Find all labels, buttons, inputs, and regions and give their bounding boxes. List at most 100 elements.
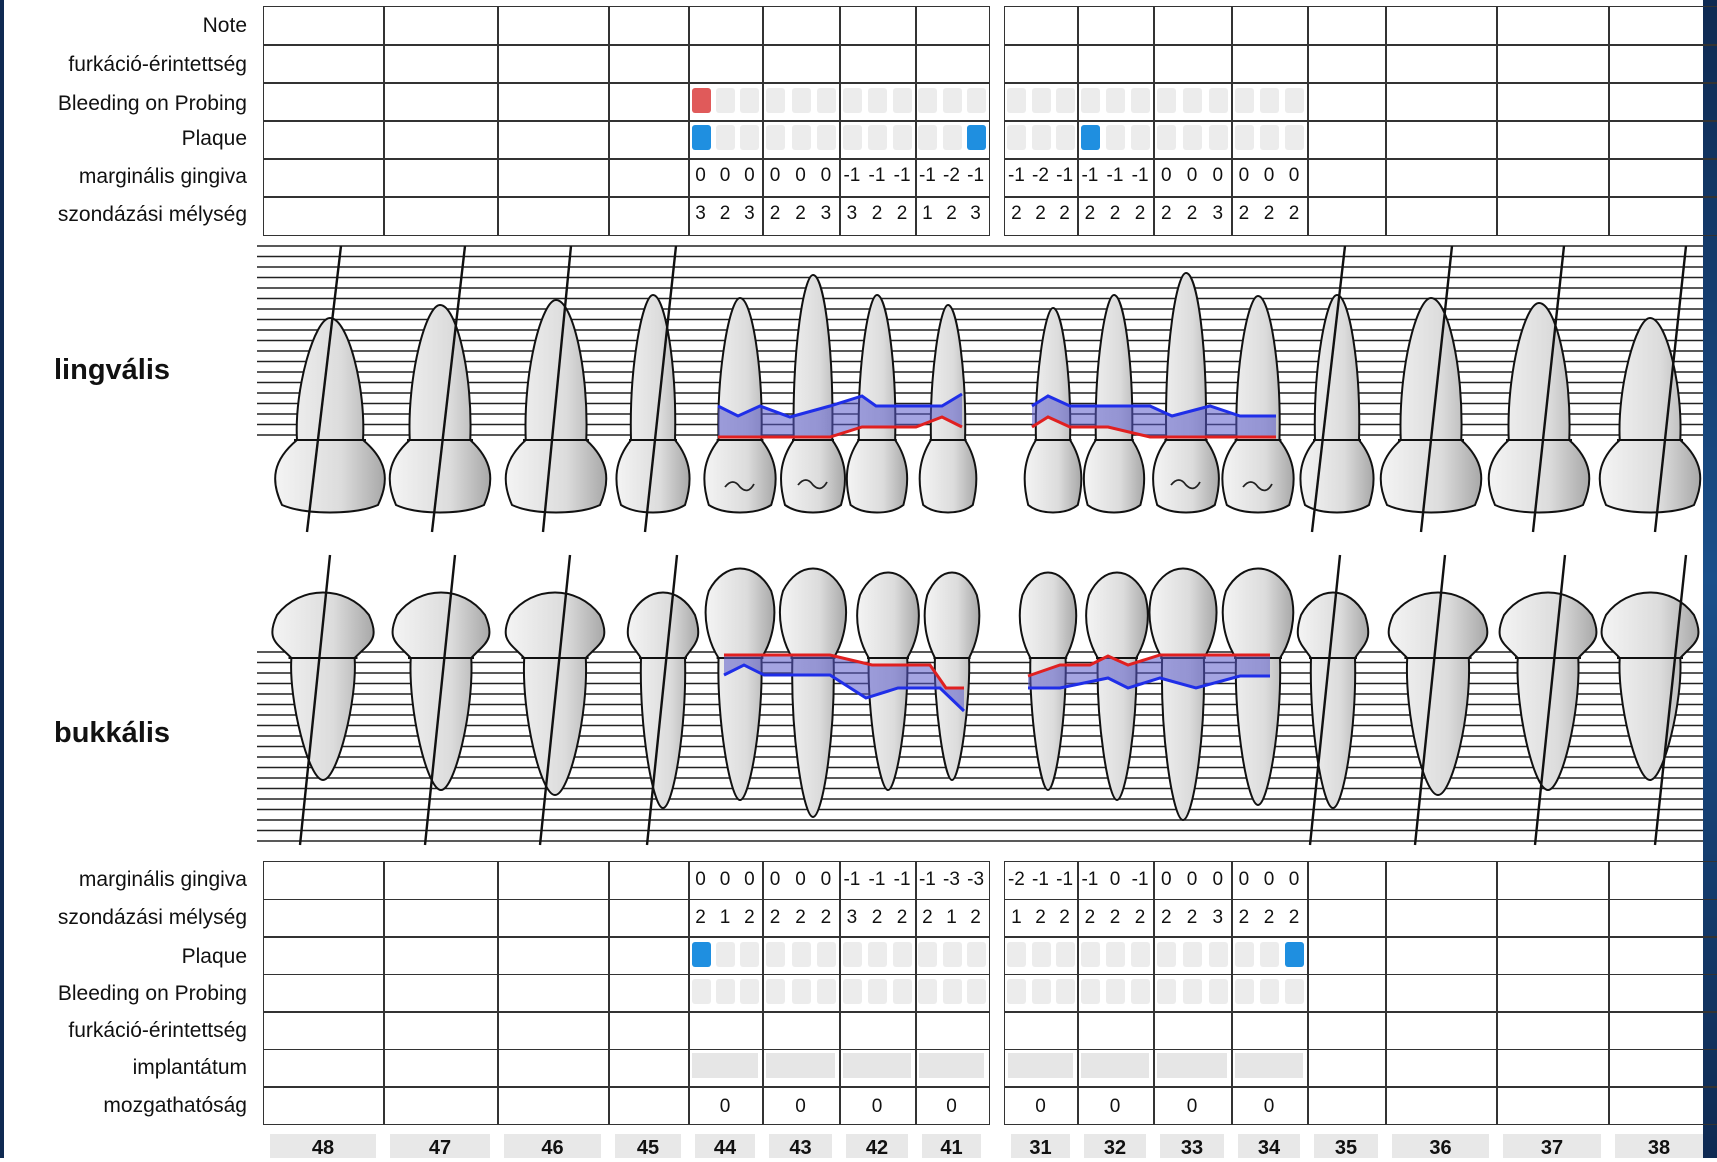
plaque-checkbox[interactable] — [842, 942, 862, 967]
lower-cell[interactable] — [1231, 973, 1309, 1013]
bleeding-checkbox[interactable] — [1080, 88, 1100, 113]
tooth-number[interactable]: 37 — [1503, 1134, 1601, 1159]
upper-cell[interactable] — [1385, 196, 1498, 236]
upper-cell[interactable] — [608, 44, 690, 84]
lower-cell[interactable] — [497, 898, 610, 938]
plaque-checkbox[interactable] — [791, 125, 811, 150]
tooth-number[interactable]: 32 — [1084, 1134, 1146, 1159]
plaque-checkbox[interactable] — [716, 942, 735, 967]
upper-cell[interactable] — [1496, 158, 1610, 198]
lower-cell[interactable] — [383, 936, 499, 975]
lower-cell[interactable] — [1496, 898, 1610, 938]
plaque-checkbox[interactable] — [1260, 942, 1279, 967]
upper-cell[interactable] — [1153, 82, 1233, 122]
upper-cell[interactable] — [1385, 6, 1498, 46]
bleeding-checkbox[interactable] — [740, 88, 760, 113]
implant-toggle[interactable] — [692, 1053, 758, 1078]
lower-cell[interactable] — [1608, 1048, 1717, 1088]
plaque-checkbox[interactable] — [1106, 125, 1125, 150]
plaque-checkbox[interactable] — [868, 125, 887, 150]
upper-cell[interactable] — [497, 82, 610, 122]
upper-cell[interactable] — [1004, 44, 1079, 84]
lower-cell[interactable] — [1307, 936, 1387, 975]
lower-cell[interactable] — [688, 1086, 764, 1125]
lower-cell[interactable] — [383, 1011, 499, 1050]
upper-cell[interactable] — [1608, 196, 1717, 236]
upper-cell[interactable] — [608, 82, 690, 122]
plaque-checkbox[interactable] — [1208, 942, 1228, 967]
plaque-checkbox[interactable] — [1055, 942, 1075, 967]
lower-cell[interactable] — [608, 1011, 690, 1050]
upper-cell[interactable] — [383, 6, 499, 46]
lower-cell[interactable] — [1231, 1048, 1309, 1088]
plaque-checkbox[interactable] — [716, 125, 735, 150]
upper-cell[interactable] — [1307, 44, 1387, 84]
lower-cell[interactable] — [1077, 898, 1155, 938]
bleeding-checkbox[interactable] — [1260, 88, 1279, 113]
upper-cell[interactable] — [1004, 82, 1079, 122]
lower-cell[interactable] — [497, 1086, 610, 1125]
bleeding-checkbox[interactable] — [1157, 88, 1177, 113]
upper-cell[interactable] — [688, 82, 764, 122]
lower-cell[interactable] — [762, 898, 841, 938]
lower-cell[interactable] — [1153, 1011, 1233, 1050]
lower-cell[interactable] — [1307, 861, 1387, 900]
lower-cell[interactable] — [497, 973, 610, 1013]
lower-cell[interactable] — [608, 1048, 690, 1088]
lower-cell[interactable] — [1608, 861, 1717, 900]
bleeding-checkbox[interactable] — [766, 88, 786, 113]
upper-cell[interactable] — [1153, 158, 1233, 198]
lower-cell[interactable] — [1496, 936, 1610, 975]
lower-cell[interactable] — [1385, 1011, 1498, 1050]
upper-cell[interactable] — [383, 82, 499, 122]
lower-cell[interactable] — [839, 1011, 917, 1050]
upper-cell[interactable] — [1231, 196, 1309, 236]
plaque-checkbox[interactable] — [766, 125, 786, 150]
bleeding-checkbox[interactable] — [1007, 979, 1027, 1004]
bleeding-checkbox[interactable] — [1157, 979, 1177, 1004]
lower-cell[interactable] — [383, 898, 499, 938]
upper-cell[interactable] — [383, 44, 499, 84]
upper-cell[interactable] — [1608, 82, 1717, 122]
lower-cell[interactable] — [915, 861, 990, 900]
upper-cell[interactable] — [383, 158, 499, 198]
lower-cell[interactable] — [1608, 898, 1717, 938]
upper-cell[interactable] — [1496, 196, 1610, 236]
upper-cell[interactable] — [608, 196, 690, 236]
upper-cell[interactable] — [263, 82, 385, 122]
plaque-checkbox[interactable] — [691, 125, 711, 150]
bleeding-checkbox[interactable] — [1031, 979, 1051, 1004]
upper-cell[interactable] — [1496, 44, 1610, 84]
lower-cell[interactable] — [1496, 973, 1610, 1013]
bleeding-checkbox[interactable] — [1260, 979, 1279, 1004]
plaque-checkbox[interactable] — [1285, 942, 1305, 967]
lower-cell[interactable] — [1307, 1011, 1387, 1050]
upper-cell[interactable] — [1608, 44, 1717, 84]
bleeding-checkbox[interactable] — [1055, 979, 1075, 1004]
upper-cell[interactable] — [263, 196, 385, 236]
bleeding-checkbox[interactable] — [1106, 979, 1125, 1004]
plaque-checkbox[interactable] — [1106, 942, 1125, 967]
upper-cell[interactable] — [1385, 158, 1498, 198]
upper-cell[interactable] — [839, 196, 917, 236]
upper-cell[interactable] — [688, 6, 764, 46]
bleeding-checkbox[interactable] — [1055, 88, 1075, 113]
upper-cell[interactable] — [839, 44, 917, 84]
upper-cell[interactable] — [1231, 82, 1309, 122]
plaque-checkbox[interactable] — [1234, 125, 1254, 150]
upper-cell[interactable] — [762, 158, 841, 198]
lower-cell[interactable] — [839, 1048, 917, 1088]
tooth-number[interactable]: 34 — [1238, 1134, 1300, 1159]
bleeding-checkbox[interactable] — [1183, 979, 1202, 1004]
lower-cell[interactable] — [608, 898, 690, 938]
plaque-checkbox[interactable] — [1260, 125, 1279, 150]
upper-cell[interactable] — [383, 196, 499, 236]
plaque-checkbox[interactable] — [966, 125, 986, 150]
implant-toggle[interactable] — [766, 1053, 835, 1078]
lower-cell[interactable] — [1153, 1086, 1233, 1125]
lower-cell[interactable] — [1077, 1086, 1155, 1125]
upper-cell[interactable] — [497, 158, 610, 198]
plaque-checkbox[interactable] — [1055, 125, 1075, 150]
lower-cell[interactable] — [1307, 973, 1387, 1013]
bleeding-checkbox[interactable] — [766, 979, 786, 1004]
